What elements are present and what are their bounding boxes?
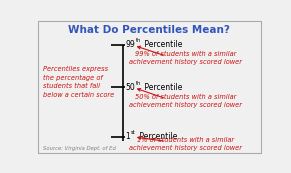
Text: Percentile: Percentile [137, 132, 178, 141]
Text: 99: 99 [125, 40, 135, 49]
FancyBboxPatch shape [38, 21, 261, 153]
Text: st: st [130, 130, 135, 135]
Text: th: th [135, 81, 141, 86]
Text: Percentiles express
the percentage of
students that fall
below a certain score: Percentiles express the percentage of st… [43, 66, 114, 98]
Text: Percentile: Percentile [142, 40, 182, 49]
Text: What Do Percentiles Mean?: What Do Percentiles Mean? [68, 25, 230, 35]
Text: 99% of students with a similar
achievement history scored lower: 99% of students with a similar achieveme… [129, 51, 242, 65]
Text: 1: 1 [125, 132, 130, 141]
Text: Percentile: Percentile [142, 83, 182, 92]
Text: 50: 50 [125, 83, 135, 92]
Text: th: th [135, 38, 141, 43]
Text: 1% of students with a similar
achievement history scored lower: 1% of students with a similar achievemen… [129, 137, 242, 151]
Text: 50% of students with a similar
achievement history scored lower: 50% of students with a similar achieveme… [129, 94, 242, 108]
Text: Source: Virginia Dept. of Ed: Source: Virginia Dept. of Ed [43, 146, 116, 151]
